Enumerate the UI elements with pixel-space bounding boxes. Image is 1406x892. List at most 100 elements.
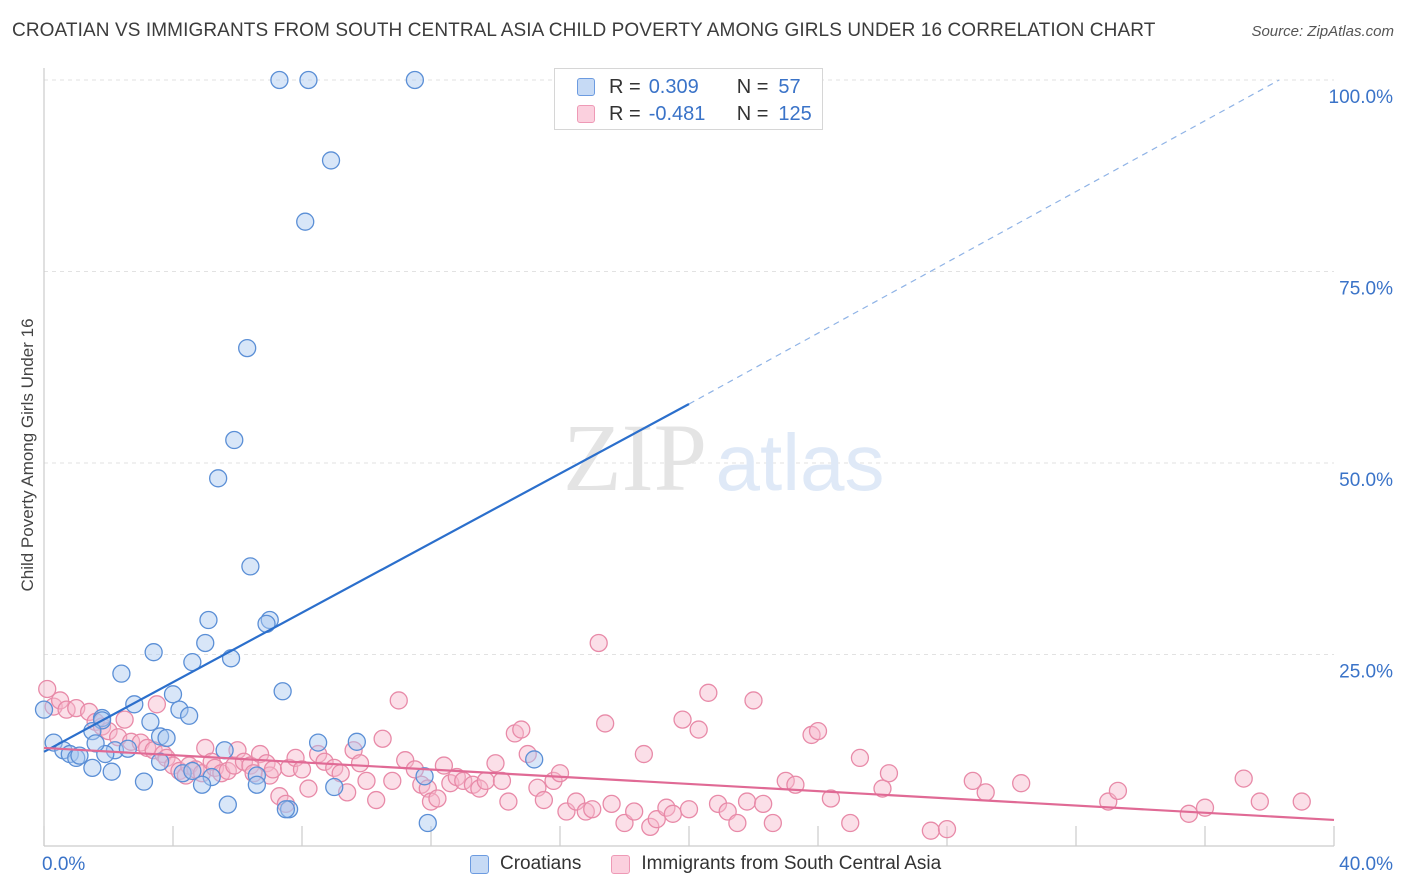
immigrants-point-116 bbox=[976, 783, 995, 802]
croatians-point-3 bbox=[321, 151, 341, 170]
immigrants-point-117 bbox=[1012, 774, 1031, 793]
immigrants-point-54 bbox=[383, 771, 402, 791]
immigrants-point-78 bbox=[550, 764, 570, 783]
immigrants-point-39 bbox=[276, 794, 296, 814]
immigrants-point-2 bbox=[50, 691, 70, 710]
r-label: R = bbox=[609, 102, 641, 125]
croatians-trend-line bbox=[43, 403, 690, 753]
immigrants-point-15 bbox=[147, 695, 167, 714]
trend-lines bbox=[43, 79, 1335, 822]
immigrants-point-55 bbox=[389, 691, 408, 710]
immigrants-point-108 bbox=[821, 789, 841, 808]
croatians-point-48 bbox=[415, 767, 434, 786]
immigrants-point-113 bbox=[921, 821, 941, 840]
immigrants-point-0 bbox=[38, 679, 57, 699]
croatians-point-38 bbox=[215, 741, 234, 760]
croatians-point-8 bbox=[241, 557, 260, 576]
immigrants-point-88 bbox=[634, 744, 653, 764]
croatians-point-56 bbox=[218, 795, 237, 814]
croatians-point-55 bbox=[276, 800, 296, 819]
chart-source: Source: ZipAtlas.com bbox=[1251, 23, 1394, 40]
immigrants-point-87 bbox=[625, 802, 644, 821]
immigrants-point-107 bbox=[808, 721, 828, 741]
croatians-point-1 bbox=[299, 70, 318, 90]
croatians-point-2 bbox=[405, 70, 425, 90]
croatians-point-26 bbox=[34, 700, 54, 719]
croatians-point-33 bbox=[118, 739, 137, 758]
immigrants-point-123 bbox=[1250, 792, 1269, 811]
immigrants-point-82 bbox=[583, 800, 602, 819]
n-label: N = bbox=[736, 102, 769, 125]
immigrants-point-53 bbox=[373, 729, 392, 748]
y-tick-label-3: 100.0% bbox=[1329, 87, 1394, 108]
croatians-point-42 bbox=[83, 758, 102, 778]
immigrants-point-50 bbox=[350, 754, 370, 773]
immigrants-point-97 bbox=[708, 794, 728, 814]
series-legend: Croatians Immigrants from South Central … bbox=[470, 852, 971, 876]
immigrants-point-10 bbox=[115, 710, 134, 729]
immigrants-point-84 bbox=[596, 714, 615, 733]
immigrants-swatch bbox=[577, 105, 595, 123]
croatians-trend-extension bbox=[688, 79, 1280, 405]
croatians-point-53 bbox=[325, 777, 344, 797]
croatians-point-46 bbox=[347, 732, 366, 751]
stats-row-immigrants: R = -0.481 N = 125 bbox=[577, 101, 812, 127]
r-value: 0.309 bbox=[648, 75, 699, 98]
immigrants-point-95 bbox=[689, 720, 708, 739]
immigrants-point-92 bbox=[663, 804, 683, 823]
croatians-point-52 bbox=[247, 775, 267, 794]
y-tick-label-1: 50.0% bbox=[1339, 470, 1393, 491]
immigrants-point-76 bbox=[534, 790, 554, 810]
croatians-point-20 bbox=[170, 700, 189, 719]
immigrants-point-120 bbox=[1179, 804, 1199, 823]
croatians-point-21 bbox=[179, 706, 199, 725]
legend-item-immigrants: Immigrants from South Central Asia bbox=[611, 853, 941, 875]
immigrants-point-103 bbox=[763, 813, 782, 833]
croatians-point-44 bbox=[202, 767, 221, 787]
immigrants-point-114 bbox=[937, 819, 957, 839]
immigrants-point-109 bbox=[841, 813, 860, 833]
immigrants-point-119 bbox=[1108, 781, 1128, 800]
croatians-point-45 bbox=[247, 766, 267, 785]
croatians-point-13 bbox=[221, 649, 241, 668]
croatians-point-37 bbox=[157, 728, 176, 748]
immigrants-point-42 bbox=[292, 760, 312, 779]
croatians-point-5 bbox=[238, 338, 257, 358]
croatians-point-12 bbox=[196, 633, 215, 653]
croatians-point-41 bbox=[183, 761, 202, 781]
immigrants-point-68 bbox=[476, 771, 495, 791]
immigrants-point-96 bbox=[699, 683, 718, 702]
chart-title: CROATIAN VS IMMIGRANTS FROM SOUTH CENTRA… bbox=[12, 20, 1156, 41]
immigrants-point-61 bbox=[428, 789, 447, 808]
croatians-point-57 bbox=[418, 813, 437, 833]
stats-row-croatians: R = 0.309 N = 57 bbox=[577, 74, 801, 100]
immigrants-point-100 bbox=[737, 792, 757, 811]
croatians-point-47 bbox=[308, 733, 328, 752]
watermark: ZIP atlas bbox=[563, 404, 884, 511]
croatians-point-6 bbox=[225, 430, 244, 450]
immigrants-point-122 bbox=[1234, 769, 1253, 788]
immigrants-point-34 bbox=[250, 744, 270, 764]
immigrants-point-102 bbox=[754, 794, 773, 814]
watermark-atlas: atlas bbox=[716, 418, 885, 507]
croatians-points bbox=[34, 70, 544, 833]
croatians-swatch bbox=[577, 78, 595, 96]
immigrants-point-112 bbox=[879, 764, 899, 783]
immigrants-point-51 bbox=[357, 771, 376, 791]
croatians-point-9 bbox=[199, 610, 218, 630]
axes bbox=[43, 68, 1335, 847]
croatians-point-39 bbox=[150, 752, 170, 771]
grid-lines bbox=[44, 79, 1334, 655]
r-value: -0.481 bbox=[648, 102, 706, 125]
immigrants-point-73 bbox=[512, 720, 531, 739]
legend-item-croatians: Croatians bbox=[470, 853, 581, 875]
immigrants-point-115 bbox=[963, 771, 982, 791]
n-label: N = bbox=[736, 75, 769, 98]
croatians-point-4 bbox=[296, 212, 315, 231]
croatians-point-7 bbox=[208, 469, 228, 488]
croatians-point-35 bbox=[86, 734, 105, 753]
immigrants-point-93 bbox=[673, 710, 692, 729]
immigrants-point-71 bbox=[499, 792, 518, 811]
immigrants-point-69 bbox=[486, 754, 505, 773]
